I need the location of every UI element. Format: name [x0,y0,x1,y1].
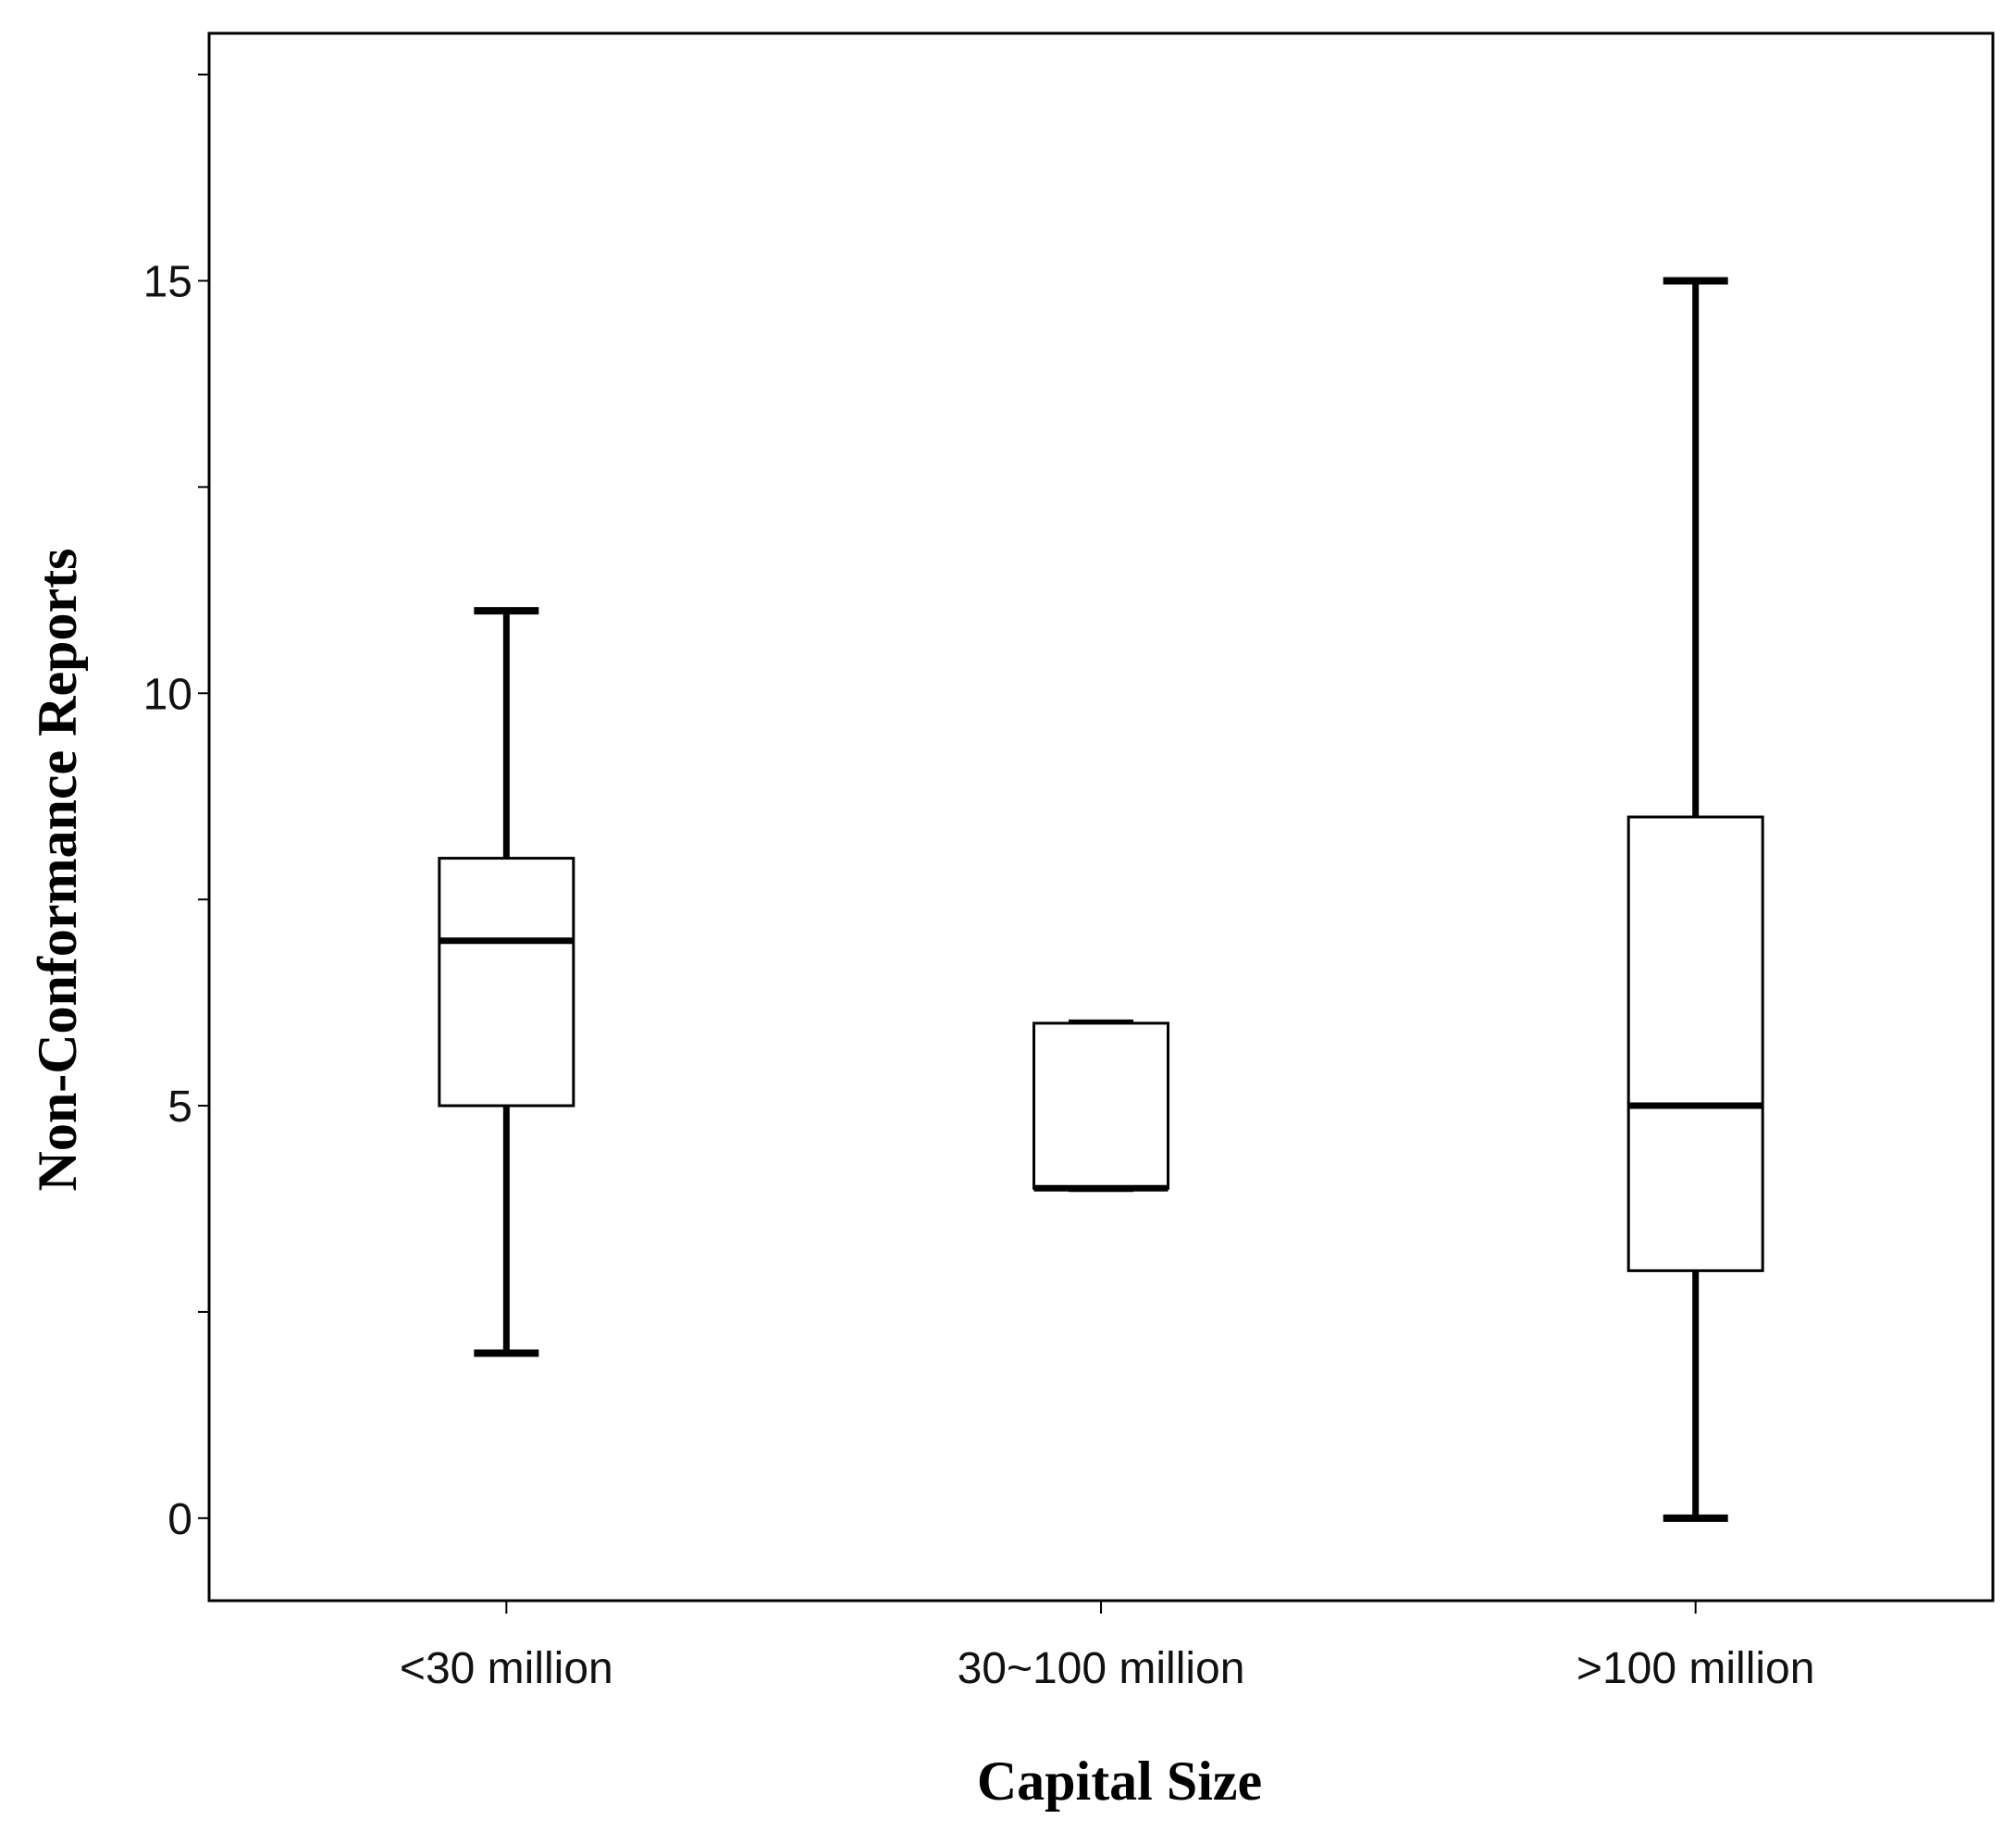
box-1 [1033,1019,1169,1193]
box-2 [1626,277,1764,1522]
y-tick-label: 0 [167,1495,192,1544]
y-tick-label: 15 [143,257,192,306]
box-0 [438,607,575,1357]
iqr-box [1033,1021,1169,1190]
iqr-box [438,857,575,1108]
x-tick-label: <30 million [400,1644,613,1693]
y-axis: 0 5 10 15 [143,73,209,1544]
y-axis-title: Non-Conformance Reports [27,549,88,1192]
x-tick-label: >100 million [1577,1644,1814,1693]
x-tick-label: 30~100 million [958,1644,1245,1693]
y-tick-label: 10 [143,670,192,719]
x-axis: <30 million 30~100 million >100 million [400,1601,1814,1693]
x-axis-title: Capital Size [977,1751,1262,1812]
y-tick-label: 5 [167,1083,192,1132]
iqr-box [1626,815,1764,1272]
box-series [438,277,1764,1522]
